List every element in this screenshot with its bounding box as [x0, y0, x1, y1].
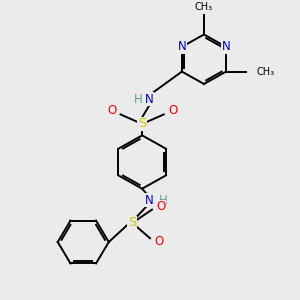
Text: S: S [138, 118, 146, 130]
Text: O: O [154, 235, 164, 248]
Text: O: O [107, 104, 116, 117]
Text: S: S [128, 217, 136, 230]
Text: H: H [134, 93, 142, 106]
Text: H: H [158, 194, 167, 207]
Text: CH₃: CH₃ [256, 67, 274, 76]
Text: O: O [168, 104, 177, 117]
Text: N: N [222, 40, 230, 53]
Text: N: N [145, 93, 153, 106]
Text: CH₃: CH₃ [195, 2, 213, 12]
Text: N: N [178, 40, 186, 53]
Text: N: N [145, 194, 153, 207]
Text: O: O [156, 200, 165, 213]
